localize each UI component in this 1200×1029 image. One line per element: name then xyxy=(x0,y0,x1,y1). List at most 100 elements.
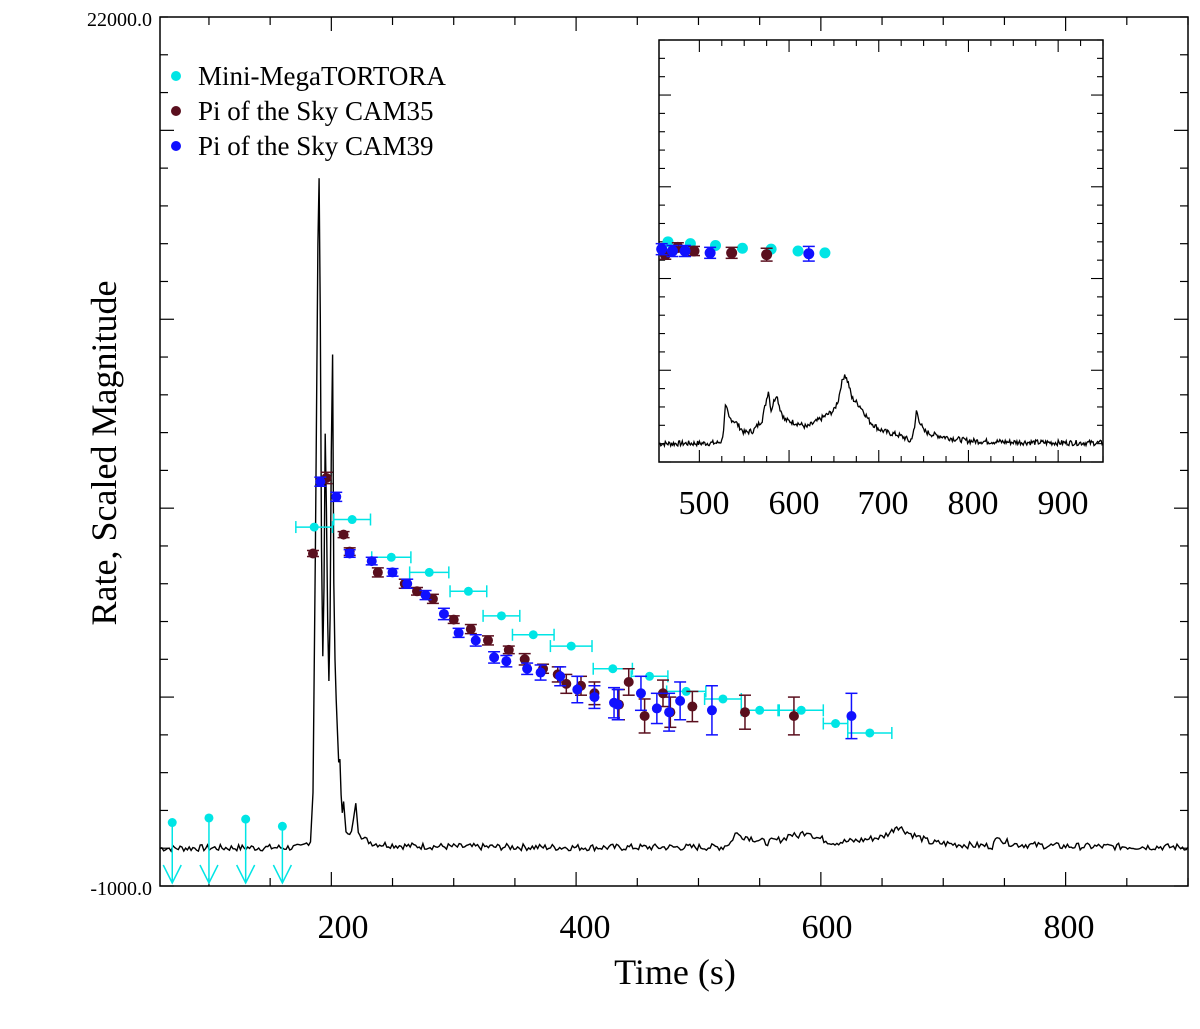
y-tick-label-bottom: -1000.0 xyxy=(90,878,152,900)
data-point xyxy=(788,710,799,721)
data-point xyxy=(566,641,576,651)
data-point xyxy=(424,567,434,577)
legend: Mini-MegaTORTORA Pi of the Sky CAM35 Pi … xyxy=(171,61,446,161)
inset-x-tick-label: 500 xyxy=(679,485,730,522)
y-axis-title: Rate, Scaled Magnitude xyxy=(84,281,124,626)
data-point xyxy=(438,608,449,619)
data-point xyxy=(718,694,728,704)
data-point xyxy=(657,688,668,699)
inset-x-tick-label: 900 xyxy=(1038,485,1089,522)
data-point xyxy=(739,707,750,718)
data-point xyxy=(307,548,318,559)
legend-label-cam39: Pi of the Sky CAM39 xyxy=(198,131,434,161)
inset-data-point xyxy=(656,243,668,255)
upper-limit-point xyxy=(277,821,287,831)
data-point xyxy=(465,624,476,635)
data-point xyxy=(386,552,396,562)
data-point xyxy=(387,567,398,578)
data-point xyxy=(496,611,506,621)
light-curve xyxy=(159,178,1189,853)
data-point xyxy=(796,705,806,715)
inset-data-point xyxy=(679,245,691,257)
inset-x-tick-label: 700 xyxy=(858,485,909,522)
data-point xyxy=(331,491,342,502)
data-point xyxy=(309,522,319,532)
data-point xyxy=(831,719,841,729)
inset-light-curve xyxy=(658,374,1104,449)
data-point xyxy=(555,671,566,682)
data-point xyxy=(402,578,413,589)
legend-marker-mmt xyxy=(171,71,181,81)
inset-data-point xyxy=(662,236,674,248)
y-tick-label-top: 22000.0 xyxy=(87,9,152,31)
data-point xyxy=(503,644,514,655)
data-point xyxy=(687,701,698,712)
upper-limit-point xyxy=(241,814,251,824)
upper-limit-point xyxy=(167,818,177,828)
legend-label-mmt: Mini-MegaTORTORA xyxy=(198,61,446,91)
inset-data-point xyxy=(803,248,815,260)
x-tick-label: 800 xyxy=(1044,909,1095,946)
data-point xyxy=(635,688,646,699)
x-axis-title: Time (s) xyxy=(614,952,736,992)
data-point xyxy=(706,705,717,716)
data-point xyxy=(608,664,618,674)
upper-limit-arrowhead xyxy=(162,864,182,885)
data-point xyxy=(412,586,422,597)
data-point xyxy=(366,556,377,567)
data-point xyxy=(338,529,349,540)
data-point xyxy=(463,586,473,596)
data-point xyxy=(448,614,459,625)
data-point xyxy=(535,667,546,678)
inset-data-point xyxy=(666,245,678,257)
data-point xyxy=(522,663,533,674)
upper-limit-arrowhead xyxy=(272,864,293,885)
data-point xyxy=(315,476,326,487)
data-point xyxy=(645,671,655,681)
upper-limit-arrowhead xyxy=(199,864,219,885)
data-point xyxy=(528,630,538,640)
data-point xyxy=(519,654,530,665)
inset-data-point xyxy=(726,247,738,259)
upper-limit-point xyxy=(204,813,214,823)
inset-plot: 500 600 700 800 900 xyxy=(655,39,1104,522)
data-point xyxy=(639,710,650,721)
legend-marker-cam35 xyxy=(171,106,181,116)
inset-data-point xyxy=(819,247,831,259)
data-point xyxy=(623,676,634,687)
inset-data-point xyxy=(736,242,748,254)
data-point xyxy=(572,684,583,695)
inset-x-tick-label: 600 xyxy=(769,485,820,522)
data-point xyxy=(651,703,662,714)
data-point xyxy=(470,635,481,646)
inset-data-point xyxy=(792,245,804,257)
data-point xyxy=(865,728,875,738)
data-point xyxy=(372,567,383,578)
data-point xyxy=(427,593,438,604)
data-point xyxy=(501,656,512,667)
data-point xyxy=(664,707,675,718)
legend-label-cam35: Pi of the Sky CAM35 xyxy=(198,96,434,126)
data-point xyxy=(344,548,355,559)
data-point xyxy=(612,699,623,710)
data-point xyxy=(675,695,686,706)
plot-frame xyxy=(159,16,1189,887)
data-point xyxy=(589,692,600,703)
inset-data-point xyxy=(761,249,773,261)
legend-marker-cam39 xyxy=(171,141,181,151)
x-tick-label: 200 xyxy=(318,909,369,946)
data-point xyxy=(489,652,500,663)
x-tick-label: 400 xyxy=(560,909,611,946)
upper-limit-arrowhead xyxy=(235,864,256,885)
data-point xyxy=(846,710,857,721)
inset-x-tick-label: 800 xyxy=(948,485,999,522)
data-point xyxy=(453,627,464,638)
inset-data-point xyxy=(704,247,716,259)
data-point xyxy=(681,686,691,696)
inset-frame xyxy=(658,39,1104,463)
data-point xyxy=(482,635,493,646)
data-point xyxy=(420,590,431,601)
data-point xyxy=(347,515,357,525)
data-point xyxy=(755,705,765,715)
